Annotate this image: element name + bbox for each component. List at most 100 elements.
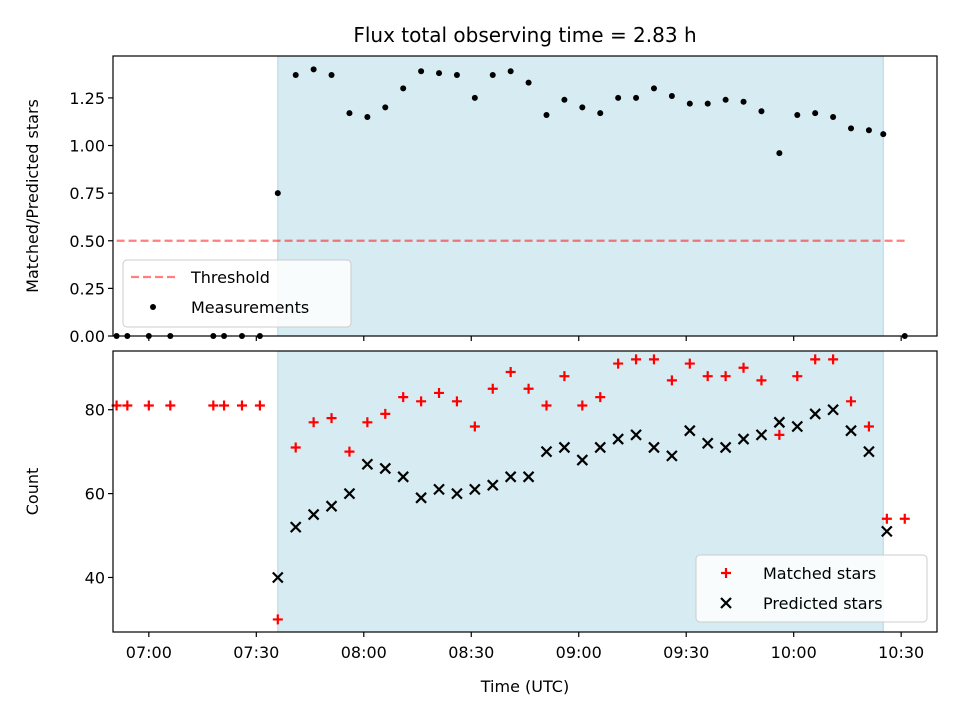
matched-star-point bbox=[595, 392, 606, 403]
predicted-star-point bbox=[863, 445, 875, 458]
legend-box bbox=[695, 554, 928, 623]
matched-star-point bbox=[613, 358, 624, 369]
plot-frame bbox=[112, 350, 938, 633]
matched-star-point bbox=[881, 513, 892, 524]
measurement-point bbox=[436, 70, 443, 77]
predicted-star-point bbox=[433, 483, 445, 496]
predicted-star-point bbox=[504, 471, 517, 483]
measurement-point bbox=[704, 100, 711, 107]
legend-threshold-label: Threshold bbox=[190, 268, 270, 287]
predicted-star-point bbox=[415, 492, 427, 504]
predicted-star-point bbox=[809, 408, 821, 420]
matched-star-point bbox=[863, 421, 874, 432]
matched-star-point bbox=[380, 408, 391, 419]
measurement-point bbox=[579, 104, 586, 111]
matched-star-point bbox=[143, 400, 154, 411]
y-tick-label: 0.75 bbox=[69, 184, 105, 203]
measurement-point bbox=[292, 72, 299, 79]
measurement-point bbox=[865, 127, 872, 134]
count-plot: 40 60 80 07:00 07:30 08:00 08:30 09:00 09:30 10:0… bbox=[23, 350, 938, 696]
measurement-point bbox=[543, 112, 550, 119]
matched-star-point bbox=[523, 383, 534, 394]
matched-star-point bbox=[899, 513, 910, 524]
measurement-point bbox=[597, 110, 604, 117]
matched-star-point bbox=[577, 400, 588, 411]
predicted-star-point bbox=[684, 424, 696, 437]
measurement-point bbox=[525, 79, 532, 86]
y-axis-title: Count bbox=[23, 468, 42, 516]
measurement-point bbox=[453, 72, 460, 79]
matched-star-point bbox=[720, 371, 731, 382]
predicted-star-point bbox=[701, 437, 714, 450]
measurement-point bbox=[650, 85, 657, 92]
predicted-star-point bbox=[540, 445, 553, 458]
predicted-star-point bbox=[719, 441, 732, 454]
predicted-star-point bbox=[666, 450, 678, 462]
measurement-point bbox=[740, 98, 747, 105]
legend-measurements-label: Measurements bbox=[191, 298, 309, 317]
matched-star-point bbox=[272, 614, 283, 625]
y-tick-label: 0.50 bbox=[69, 232, 105, 251]
matched-star-point bbox=[165, 400, 176, 411]
plot-frame bbox=[112, 55, 938, 337]
measurement-point bbox=[722, 96, 729, 103]
matched-star-point bbox=[684, 358, 695, 369]
measurement-point bbox=[310, 66, 317, 73]
predicted-star-point bbox=[469, 483, 481, 496]
matched-star-point bbox=[236, 400, 247, 411]
matched-star-point bbox=[505, 366, 516, 377]
matched-star-point bbox=[648, 354, 659, 365]
observing-span-shade bbox=[277, 55, 884, 337]
measurement-point bbox=[668, 93, 675, 99]
matched-star-point bbox=[774, 429, 785, 440]
x-tick-label: 07:30 bbox=[233, 643, 279, 662]
predicted-star-point bbox=[773, 416, 786, 429]
matched-star-point bbox=[631, 354, 642, 365]
measurement-point bbox=[471, 94, 478, 101]
predicted-star-point bbox=[648, 441, 660, 454]
x-tick-label: 08:00 bbox=[341, 643, 387, 662]
legend-matched-label: Matched stars bbox=[763, 564, 876, 583]
measurement-point bbox=[400, 85, 407, 92]
legend-matched-swatch bbox=[721, 568, 731, 578]
predicted-star-point bbox=[594, 441, 607, 454]
matched-star-point bbox=[219, 400, 230, 411]
y-tick-label: 0.00 bbox=[69, 327, 105, 346]
matched-star-point bbox=[738, 362, 749, 373]
x-tick-label: 10:30 bbox=[878, 643, 924, 662]
y-tick-label: 40 bbox=[85, 568, 105, 587]
measurement-point bbox=[830, 113, 837, 120]
y-axis-title: Matched/Predicted stars bbox=[23, 99, 42, 293]
matched-star-point bbox=[451, 396, 462, 407]
measurement-point bbox=[794, 112, 801, 119]
ratio-plot: 0.00 0.25 0.50 0.75 1.00 1.25 Matched/Predicte… bbox=[23, 55, 938, 346]
matched-star-point bbox=[344, 446, 355, 457]
predicted-star-point bbox=[881, 525, 893, 538]
measurement-point bbox=[364, 113, 371, 120]
legend-predicted-label: Predicted stars bbox=[763, 594, 883, 613]
matched-star-point bbox=[828, 354, 839, 365]
measurement-point bbox=[507, 68, 514, 75]
chart-title: Flux total observing time = 2.83 h bbox=[353, 23, 696, 47]
predicted-star-point bbox=[630, 429, 642, 441]
series-matched-stars bbox=[111, 354, 910, 625]
matched-star-point bbox=[487, 383, 498, 394]
legend-predicted-swatch bbox=[720, 597, 732, 609]
x-tick-label: 10:00 bbox=[771, 643, 817, 662]
predicted-star-point bbox=[845, 424, 857, 437]
predicted-star-point bbox=[737, 433, 750, 445]
matched-star-point bbox=[792, 371, 803, 382]
matched-star-point bbox=[666, 375, 677, 386]
matched-star-point bbox=[702, 371, 713, 382]
matched-star-point bbox=[308, 417, 319, 428]
x-tick-label: 07:00 bbox=[126, 643, 172, 662]
predicted-star-point bbox=[325, 500, 338, 512]
x-axis-title: Time (UTC) bbox=[480, 677, 569, 696]
measurement-point bbox=[880, 131, 887, 138]
measurement-point bbox=[382, 104, 389, 111]
measurement-point bbox=[615, 94, 622, 101]
matched-star-point bbox=[846, 396, 857, 407]
matched-star-point bbox=[290, 442, 301, 453]
predicted-star-point bbox=[486, 479, 499, 491]
legend-box bbox=[122, 259, 352, 328]
